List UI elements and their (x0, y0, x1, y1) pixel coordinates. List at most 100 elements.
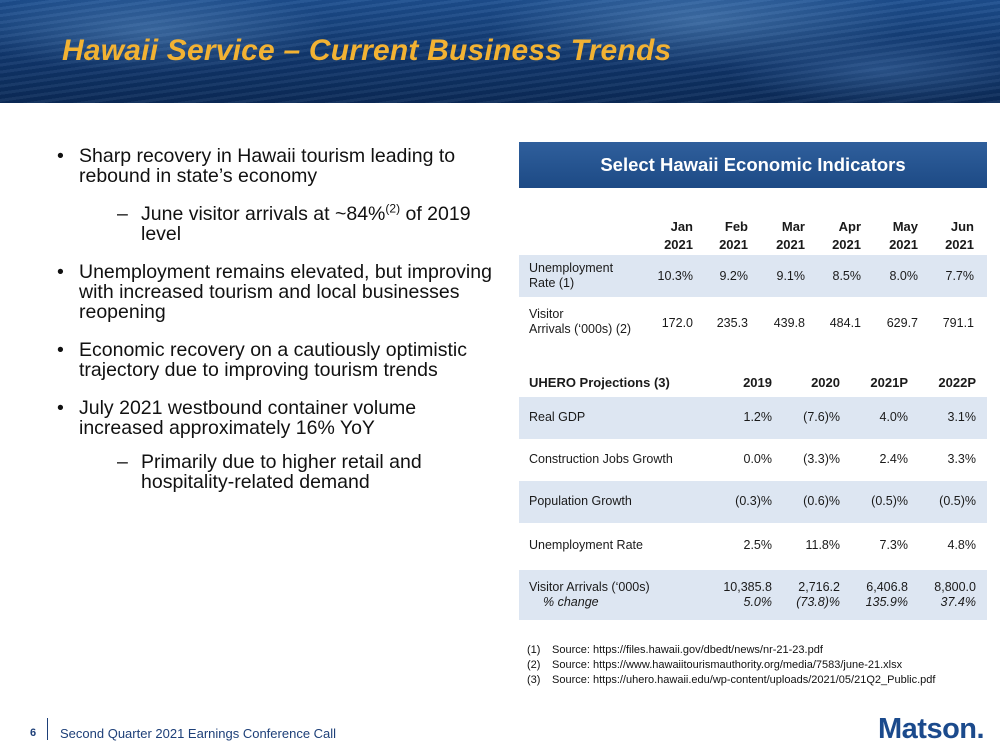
footnote: (2) Source: https://www.hawaiitourismauth… (527, 658, 935, 673)
value-cell: 0.0% (743, 452, 773, 466)
sub-bullet-item: – June visitor arrivals at ~84%(2) of 20… (57, 201, 497, 245)
value-cell: 2,716.2 (73.8)% (780, 580, 840, 610)
value-cell: (7.6)% (803, 410, 840, 424)
month-label: Feb (724, 219, 748, 234)
value-cell: 2.4% (879, 452, 909, 466)
row-label: Unemployment Rate (529, 538, 643, 552)
bullet-text: July 2021 westbound container volume inc… (79, 397, 417, 439)
panel-title: Select Hawaii Economic Indicators (519, 142, 987, 188)
month-label: Mar (781, 219, 805, 234)
value-cell: 6,406.8 135.9% (848, 580, 908, 610)
matson-logo: Matson. (878, 713, 985, 745)
projections-title: UHERO Projections (3) (529, 375, 670, 390)
year-col-2020: 2020 (811, 375, 840, 390)
value-cell: (0.5)% (871, 494, 908, 508)
month-label: Apr (838, 219, 861, 234)
value-cell: 172.0 (661, 316, 693, 330)
projection-row-real-gdp: Real GDP 1.2% (7.6)% 4.0% 3.1% (519, 397, 987, 439)
row-label-line1: Unemployment (529, 261, 614, 275)
footnote-source-link[interactable]: Source: https://www.hawaiitourismauthori… (552, 659, 903, 671)
indicator-row-unemployment: Unemployment Rate (1) 10.3% 9.2% 9.1% 8.5… (519, 255, 987, 297)
year-label: 2021 (889, 237, 918, 252)
bullet-list: • Sharp recovery in Hawaii tourism leadi… (57, 146, 497, 510)
indicator-row-visitor-arrivals: Visitor Arrivals (‘000s) (2) 172.0 235.3 … (519, 300, 987, 344)
value-cell: 9.1% (776, 269, 806, 283)
value-cell: 9.2% (719, 269, 749, 283)
month-col-may: May 2021 (872, 218, 918, 254)
row-label: Construction Jobs Growth (529, 452, 673, 466)
value-main: 2,716.2 (798, 580, 840, 594)
month-col-jan: Jan 2021 (647, 218, 693, 254)
value-change: 5.0% (743, 595, 773, 609)
month-label: Jun (950, 219, 974, 234)
bullet-item: • Economic recovery on a cautiously opti… (57, 340, 497, 380)
projection-row-construction-jobs: Construction Jobs Growth 0.0% (3.3)% 2.4… (519, 439, 987, 481)
row-label: Population Growth (529, 494, 632, 508)
value-cell: 791.1 (942, 316, 974, 330)
page-number: 6 (30, 727, 37, 739)
value-cell: 4.0% (879, 410, 909, 424)
month-col-apr: Apr 2021 (815, 218, 861, 254)
bullet-marker: • (57, 145, 64, 167)
bullet-text: Unemployment remains elevated, but impro… (79, 261, 492, 323)
row-label-line1: Visitor (529, 307, 564, 321)
footer-caption: Second Quarter 2021 Earnings Conference … (60, 726, 337, 741)
value-cell: 8.0% (889, 269, 919, 283)
bullet-marker: • (57, 261, 64, 283)
row-sublabel: % change (543, 595, 599, 609)
footnote-number: (1) (527, 644, 541, 656)
projection-row-visitor-arrivals: Visitor Arrivals (‘000s)% change 10,385.… (519, 570, 987, 620)
month-label: Jan (670, 219, 693, 234)
bullet-item: • July 2021 westbound container volume i… (57, 398, 497, 438)
year-label: 2021 (945, 237, 974, 252)
sub-bullet-item: – Primarily due to higher retail and hos… (57, 452, 497, 492)
footnote-source-link[interactable]: Source: https://uhero.hawaii.edu/wp-cont… (552, 674, 936, 686)
value-cell: 8,800.0 37.4% (916, 580, 976, 610)
value-cell: (3.3)% (803, 452, 840, 466)
value-main: 10,385.8 (723, 580, 772, 594)
value-cell: 3.1% (947, 410, 977, 424)
month-col-mar: Mar 2021 (759, 218, 805, 254)
row-label-main: Visitor Arrivals (‘000s) (529, 580, 650, 594)
dash-marker: – (117, 203, 128, 225)
footnote-reference: (2) (385, 201, 401, 216)
footnote-source-link[interactable]: Source: https://files.hawaii.gov/dbedt/n… (552, 644, 823, 656)
year-label: 2021 (832, 237, 861, 252)
bullet-text: Sharp recovery in Hawaii tourism leading… (79, 145, 456, 187)
row-label-line2: Arrivals (‘000s) (2) (529, 322, 632, 336)
footnotes: (1) Source: https://files.hawaii.gov/dbed… (527, 643, 935, 688)
bullet-marker: • (57, 397, 64, 419)
sub-bullet-text-before: June visitor arrivals at ~84% (141, 203, 386, 225)
value-cell: (0.5)% (939, 494, 976, 508)
value-cell: 629.7 (886, 316, 918, 330)
month-label: May (892, 219, 918, 234)
year-col-2022p: 2022P (938, 375, 976, 390)
row-label: Real GDP (529, 410, 586, 424)
value-cell: 7.3% (879, 538, 909, 552)
dash-marker: – (117, 451, 128, 473)
value-cell: 235.3 (716, 316, 748, 330)
value-cell: (0.6)% (803, 494, 840, 508)
sub-bullet-text: June visitor arrivals at ~84%(2) of 2019… (117, 201, 497, 245)
row-label-line2: Rate (1) (529, 276, 575, 290)
year-label: 2021 (664, 237, 693, 252)
value-cell: 10,385.8 5.0% (712, 580, 772, 610)
header-banner: Hawaii Service – Current Business Trends (0, 0, 1000, 103)
value-cell: 7.7% (945, 269, 975, 283)
value-cell: 4.8% (947, 538, 977, 552)
value-cell: (0.3)% (735, 494, 772, 508)
value-change: (73.8)% (796, 595, 840, 609)
sub-bullet-text-after: of 2019 level (141, 203, 471, 245)
year-label: 2021 (719, 237, 748, 252)
value-change: 135.9% (865, 595, 908, 609)
slide-title: Hawaii Service – Current Business Trends (62, 34, 672, 67)
bullet-text: Economic recovery on a cautiously optimi… (79, 339, 467, 381)
value-main: 6,406.8 (866, 580, 908, 594)
month-col-jun: Jun 2021 (928, 218, 974, 254)
bullet-item: • Sharp recovery in Hawaii tourism leadi… (57, 146, 497, 186)
projection-row-unemployment-rate: Unemployment Rate 2.5% 11.8% 7.3% 4.8% (519, 525, 987, 567)
projection-row-population-growth: Population Growth (0.3)% (0.6)% (0.5)% (… (519, 481, 987, 523)
value-cell: 484.1 (829, 316, 861, 330)
year-col-2019: 2019 (743, 375, 772, 390)
row-label: Visitor Arrivals (‘000s) (2) (529, 307, 631, 337)
